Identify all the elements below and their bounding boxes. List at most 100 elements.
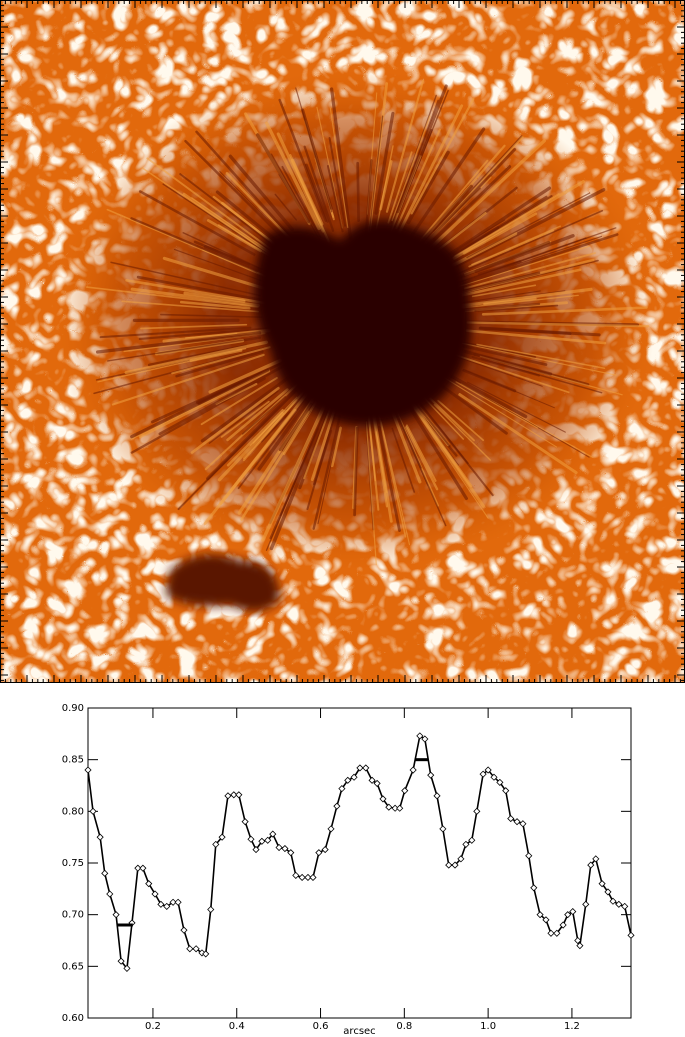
- data-point: [368, 776, 376, 784]
- filament: [474, 234, 575, 273]
- y-tick-label: 0.80: [62, 806, 84, 817]
- filament: [458, 302, 541, 312]
- filament: [171, 346, 271, 375]
- data-point: [309, 873, 317, 882]
- filament: [96, 331, 262, 354]
- data-point: [379, 795, 387, 803]
- filament: [465, 370, 555, 409]
- data-point: [519, 820, 527, 828]
- filament: [208, 358, 283, 394]
- filament: [408, 127, 486, 240]
- data-point: [525, 852, 533, 860]
- filament: [215, 190, 278, 242]
- data-point: [621, 902, 629, 910]
- filament: [453, 353, 570, 394]
- filament: [255, 133, 311, 223]
- data-point: [202, 950, 210, 958]
- data-point: [304, 873, 312, 882]
- filament: [445, 188, 606, 273]
- filament: [138, 190, 256, 256]
- filament: [445, 209, 604, 280]
- filament: [449, 374, 528, 419]
- data-point: [401, 787, 409, 795]
- data-point: [427, 771, 435, 779]
- filament: [138, 369, 271, 439]
- filament: [303, 145, 335, 232]
- filament: [456, 290, 541, 304]
- filament: [276, 132, 325, 233]
- filament: [175, 350, 264, 378]
- filament: [326, 165, 344, 233]
- filament: [437, 399, 485, 442]
- filament: [474, 304, 559, 312]
- filament: [380, 421, 411, 546]
- filament: [429, 397, 475, 442]
- filament: [452, 179, 585, 260]
- data-point: [212, 840, 220, 848]
- filament: [443, 227, 617, 289]
- data-point: [157, 900, 165, 908]
- x-tick-label: 1.2: [564, 1021, 580, 1032]
- image-ticks: [0, 0, 685, 683]
- data-point: [569, 908, 577, 916]
- data-point: [439, 825, 447, 833]
- data-point: [409, 766, 417, 774]
- data-point: [169, 898, 177, 906]
- filament: [462, 212, 538, 255]
- data-point: [163, 902, 171, 910]
- filament: [423, 139, 546, 256]
- data-point: [530, 884, 538, 892]
- filament: [387, 151, 413, 224]
- data-point: [333, 802, 341, 810]
- filament: [456, 219, 506, 250]
- data-point: [269, 830, 277, 838]
- filament: [179, 300, 251, 310]
- filament: [483, 297, 537, 306]
- filament: [353, 426, 359, 517]
- filament: [261, 400, 328, 542]
- filament: [226, 388, 289, 442]
- filament: [330, 87, 353, 241]
- data-point: [106, 890, 114, 898]
- filament: [110, 261, 262, 297]
- filament: [478, 326, 572, 336]
- filament: [471, 284, 537, 298]
- filament: [377, 425, 401, 532]
- filament: [140, 323, 248, 330]
- data-point: [338, 785, 346, 793]
- filament: [203, 245, 261, 272]
- filament: [289, 154, 330, 243]
- data-point: [287, 849, 295, 857]
- filament: [312, 414, 342, 530]
- data-point: [513, 818, 521, 826]
- filament: [228, 154, 294, 232]
- data-point: [264, 836, 272, 844]
- data-point: [373, 779, 381, 787]
- filament: [124, 340, 269, 375]
- data-point: [96, 833, 104, 841]
- filament: [455, 271, 541, 295]
- data-point: [186, 945, 194, 953]
- filament: [160, 313, 263, 318]
- x-tick-label: 0.4: [229, 1021, 245, 1032]
- data-point: [627, 931, 635, 939]
- data-point: [496, 778, 504, 786]
- filament: [395, 128, 441, 230]
- data-point: [192, 945, 200, 953]
- filament: [433, 403, 492, 461]
- filament: [190, 386, 280, 454]
- data-point: [230, 791, 238, 799]
- data-point: [218, 833, 226, 841]
- filament: [279, 399, 330, 517]
- filament: [410, 98, 475, 215]
- x-tick-label: 0.6: [313, 1021, 329, 1032]
- data-point: [576, 942, 584, 950]
- filament: [130, 287, 261, 308]
- filament: [425, 147, 517, 243]
- data-point: [462, 840, 470, 848]
- filament: [317, 425, 340, 525]
- filament: [467, 381, 566, 433]
- filament: [304, 163, 330, 223]
- filament: [330, 426, 342, 468]
- filament: [397, 104, 464, 236]
